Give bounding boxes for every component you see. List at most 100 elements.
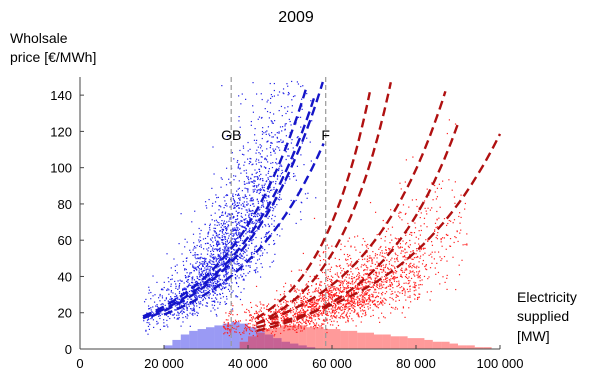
scatter-point	[223, 220, 226, 222]
scatter-point	[335, 289, 337, 292]
scatter-point	[195, 280, 197, 282]
scatter-point	[448, 179, 450, 181]
scatter-point	[263, 189, 265, 192]
scatter-point	[191, 286, 193, 288]
scatter-point	[277, 306, 280, 308]
scatter-point	[250, 260, 252, 263]
scatter-point	[197, 257, 199, 259]
scatter-point	[348, 294, 350, 296]
scatter-point	[415, 284, 417, 287]
scatter-point	[170, 285, 172, 287]
scatter-point	[151, 317, 153, 319]
scatter-point	[235, 232, 238, 234]
scatter-point	[241, 208, 243, 210]
scatter-point	[423, 217, 426, 219]
scatter-point	[249, 218, 251, 220]
scatter-point	[292, 147, 294, 149]
scatter-point	[222, 253, 225, 255]
scatter-point	[417, 256, 419, 258]
scatter-point	[411, 234, 413, 236]
scatter-point	[255, 142, 257, 144]
scatter-point	[232, 320, 234, 323]
scatter-point	[418, 261, 420, 263]
scatter-point	[176, 318, 178, 320]
scatter-point	[383, 270, 385, 272]
scatter-point	[233, 269, 236, 271]
scatter-point	[186, 302, 188, 304]
scatter-point	[207, 242, 209, 244]
scatter-point	[286, 300, 288, 303]
scatter-point	[275, 310, 277, 312]
scatter-point	[243, 164, 245, 166]
y-tick-label-3: 60	[58, 233, 72, 248]
scatter-point	[342, 282, 344, 285]
scatter-point	[178, 305, 181, 307]
scatter-point	[325, 251, 327, 253]
scatter-point	[250, 124, 252, 126]
scatter-point	[222, 214, 224, 216]
scatter-point	[431, 262, 433, 264]
x-tick-label-3: 60 000	[312, 356, 352, 371]
scatter-point	[226, 221, 228, 223]
scatter-point	[244, 259, 246, 262]
scatter-point	[201, 257, 204, 259]
scatter-point	[221, 228, 223, 230]
scatter-point	[363, 269, 365, 271]
scatter-point	[224, 323, 226, 325]
scatter-point	[381, 280, 383, 283]
scatter-point	[381, 284, 383, 286]
scatter-point	[260, 307, 262, 309]
scatter-point	[168, 281, 170, 283]
scatter-point	[413, 290, 415, 292]
scatter-point	[229, 331, 231, 333]
scatter-point	[247, 177, 249, 179]
scatter-point	[309, 301, 311, 303]
scatter-point	[215, 219, 218, 221]
scatter-point	[283, 298, 285, 301]
scatter-point	[355, 268, 357, 270]
scatter-point	[221, 230, 223, 233]
scatter-point	[289, 307, 292, 310]
scatter-point	[344, 307, 346, 309]
scatter-point	[219, 243, 221, 245]
scatter-point	[278, 322, 281, 324]
scatter-point	[249, 235, 251, 237]
scatter-point	[235, 205, 238, 207]
scatter-point	[340, 298, 343, 300]
scatter-point	[147, 305, 150, 307]
scatter-point	[380, 292, 383, 295]
scatter-point	[276, 137, 279, 139]
scatter-point	[300, 269, 302, 271]
scatter-point	[311, 307, 313, 309]
scatter-point	[379, 302, 382, 304]
scatter-point	[374, 305, 376, 307]
scatter-point	[250, 306, 253, 309]
scatter-point	[251, 253, 253, 255]
scatter-point	[281, 171, 284, 174]
scatter-point	[239, 134, 241, 136]
scatter-point	[326, 291, 329, 294]
scatter-point	[399, 247, 401, 249]
scatter-point	[319, 281, 321, 283]
scatter-point	[363, 300, 365, 302]
scatter-point	[245, 311, 247, 314]
scatter-point	[317, 303, 319, 305]
scatter-point	[212, 244, 215, 247]
scatter-point	[214, 292, 216, 294]
scatter-point	[268, 243, 270, 246]
scatter-point	[305, 297, 307, 299]
scatter-point	[206, 268, 208, 270]
scatter-point	[222, 263, 224, 265]
scatter-point	[327, 277, 329, 280]
scatter-point	[330, 301, 333, 303]
scatter-point	[219, 216, 221, 218]
scatter-point	[276, 163, 278, 165]
scatter-point	[228, 250, 230, 253]
scatter-point	[249, 319, 251, 321]
scatter-point	[262, 252, 264, 254]
scatter-point	[404, 181, 406, 183]
scatter-point	[322, 252, 324, 254]
scatter-point	[262, 247, 264, 249]
scatter-point	[365, 265, 367, 267]
scatter-point	[326, 287, 328, 289]
